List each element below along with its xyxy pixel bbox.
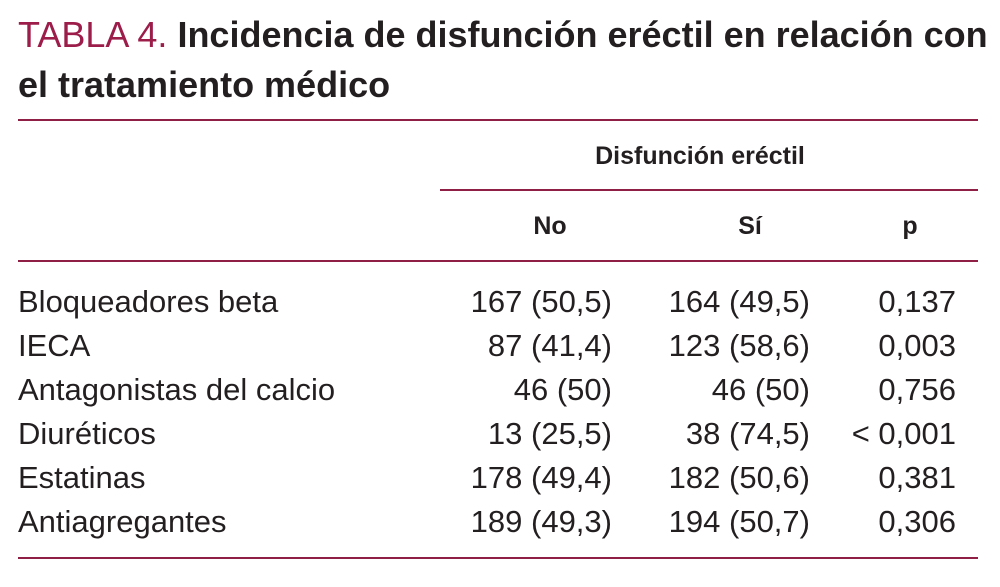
table-row: Antagonistas del calcio 46 (50) 46 (50) … [0,368,1000,412]
cell-no: 87 (41,4) [487,328,612,363]
cell-p: 0,137 [878,284,956,319]
cell-no: 167 (50,5) [470,284,612,319]
table-row: Estatinas 178 (49,4) 182 (50,6) 0,381 [0,456,1000,500]
table-title: TABLA 4. Incidencia de disfunción erécti… [18,10,988,110]
column-header-si: Sí [738,212,762,240]
table-row: Antiagregantes 189 (49,3) 194 (50,7) 0,3… [0,500,1000,544]
header-rule [18,260,978,262]
row-label: Diuréticos [18,416,156,451]
column-header-p: p [902,212,918,240]
cell-no: 178 (49,4) [470,460,612,495]
row-label: Bloqueadores beta [18,284,279,319]
table-caption: Incidencia de disfunción eréctil en rela… [18,14,988,105]
row-label: Antiagregantes [18,504,227,539]
column-header-no: No [533,212,567,240]
cell-si: 38 (74,5) [685,416,810,451]
table-row: IECA 87 (41,4) 123 (58,6) 0,003 [0,324,1000,368]
cell-si: 182 (50,6) [668,460,810,495]
cell-p: < 0,001 [851,416,956,451]
cell-p: 0,756 [878,372,956,407]
cell-no: 46 (50) [513,372,612,407]
cell-si: 46 (50) [711,372,810,407]
group-header: Disfunción eréctil [595,142,805,170]
table-number: TABLA 4. [18,14,168,55]
cell-si: 194 (50,7) [668,504,810,539]
cell-p: 0,306 [878,504,956,539]
table-row: Diuréticos 13 (25,5) 38 (74,5) < 0,001 [0,412,1000,456]
bottom-rule [18,557,978,559]
row-label: Estatinas [18,460,146,495]
cell-p: 0,381 [878,460,956,495]
row-label: Antagonistas del calcio [18,372,336,407]
cell-no: 13 (25,5) [487,416,612,451]
cell-no: 189 (49,3) [470,504,612,539]
cell-si: 123 (58,6) [668,328,810,363]
cell-p: 0,003 [878,328,956,363]
top-rule [18,119,978,121]
cell-si: 164 (49,5) [668,284,810,319]
group-rule [440,189,978,191]
table-row: Bloqueadores beta 167 (50,5) 164 (49,5) … [0,280,1000,324]
row-label: IECA [18,328,91,363]
